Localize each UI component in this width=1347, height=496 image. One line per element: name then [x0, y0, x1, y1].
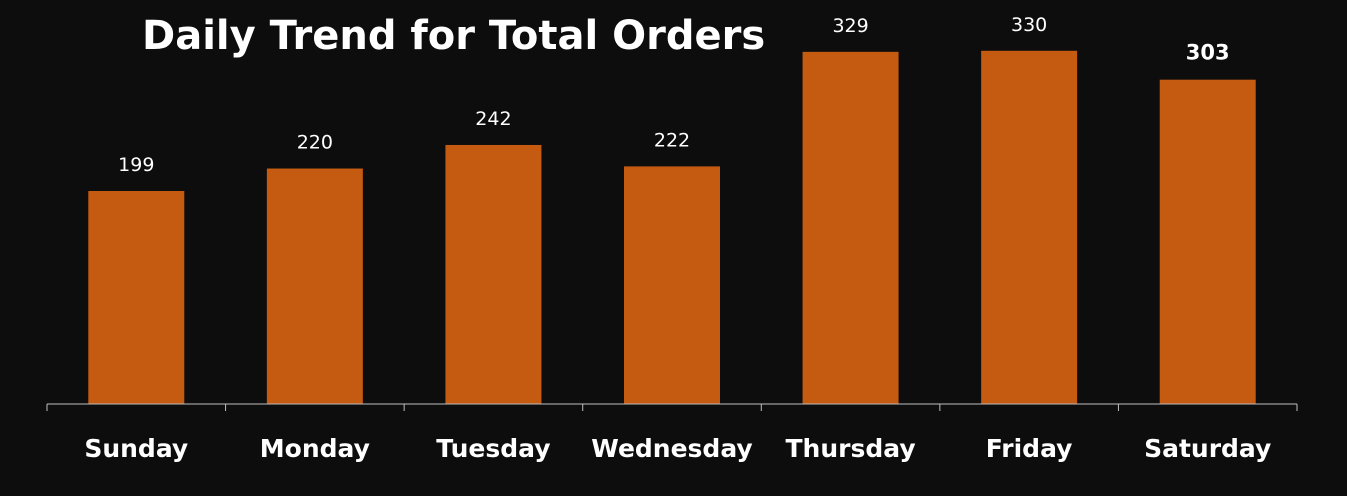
x-tick-label-monday: Monday	[260, 434, 370, 463]
bar-thursday	[802, 51, 899, 404]
x-axis	[46, 403, 1298, 411]
x-tick-label-saturday: Saturday	[1144, 434, 1271, 463]
data-label-saturday: 303	[1186, 41, 1230, 65]
data-label-monday: 220	[297, 132, 333, 154]
bars-layer	[88, 50, 1256, 405]
bar-friday	[981, 50, 1078, 404]
data-label-thursday: 329	[832, 15, 868, 37]
x-tick-label-tuesday: Tuesday	[436, 434, 550, 463]
bar-tuesday	[445, 144, 542, 405]
value-labels-layer: 199 220 242 222 329 330 303	[118, 14, 1229, 176]
x-tick-label-friday: Friday	[986, 434, 1073, 463]
x-tick-label-sunday: Sunday	[84, 434, 188, 463]
data-label-friday: 330	[1011, 14, 1047, 36]
x-tick-label-thursday: Thursday	[785, 434, 915, 463]
x-tick-label-wednesday: Wednesday	[591, 434, 752, 463]
category-labels-layer: Sunday Monday Tuesday Wednesday Thursday Frid…	[84, 434, 1271, 463]
bar-monday	[266, 168, 363, 404]
data-label-tuesday: 242	[475, 108, 511, 130]
data-label-wednesday: 222	[654, 129, 690, 151]
bar-wednesday	[624, 166, 720, 404]
chart-title: Daily Trend for Total Orders	[142, 13, 765, 59]
bar-sunday	[88, 191, 185, 404]
data-label-sunday: 199	[118, 154, 154, 176]
bar-saturday	[1159, 79, 1256, 405]
